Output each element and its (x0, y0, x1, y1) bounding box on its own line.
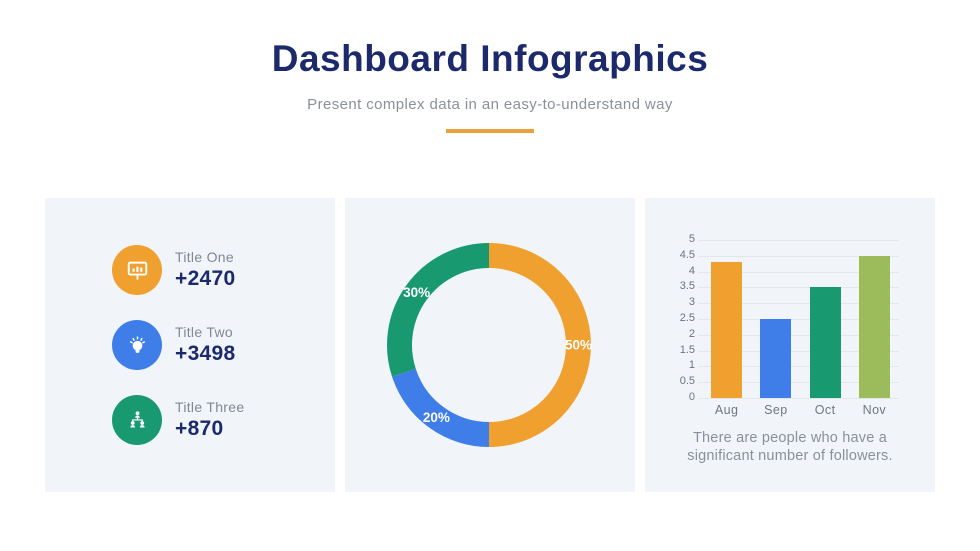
stat-label: Title Two (175, 324, 233, 340)
y-axis-tick-label: 3 (688, 296, 695, 309)
gridline (698, 366, 899, 368)
x-axis-label-oct: Oct (814, 403, 836, 417)
gridline (698, 271, 899, 273)
donut-chart-panel: 50% 20% 30% (345, 198, 635, 492)
gridline (698, 398, 899, 399)
gridline (698, 382, 899, 384)
org-chart-icon (112, 395, 162, 445)
donut-segment-label: 20% (423, 410, 450, 425)
y-axis-tick-label: 5 (688, 233, 695, 245)
donut-segment-20% (392, 368, 490, 447)
stat-value: +3498 (175, 342, 236, 365)
bar-chart-plot (698, 240, 899, 399)
bar-oct (809, 287, 841, 398)
gridline (698, 255, 899, 257)
stat-value: +2470 (175, 267, 236, 290)
y-axis-tick-label: 1.5 (679, 343, 695, 356)
lightbulb-icon (112, 320, 162, 370)
y-axis-tick-label: 2 (688, 327, 695, 340)
bar-chart-bars (702, 240, 899, 398)
bar-chart-caption: There are people who have a significant … (687, 430, 893, 465)
presentation-chart-icon (112, 245, 162, 295)
bar-slot (702, 240, 751, 398)
gridline (698, 303, 899, 305)
bar-chart-y-axis: 0 0.5 1 1.5 2 2.5 3 3.5 4 4.5 5 (645, 198, 935, 492)
stat-label: Title One (175, 249, 234, 265)
donut-segment-label: 50% (565, 338, 592, 353)
x-axis-label-sep: Sep (764, 403, 788, 417)
title-divider (446, 129, 534, 133)
donut-segment-50% (488, 243, 591, 447)
donut-segment-label: 30% (403, 285, 430, 300)
bar-slot (751, 240, 800, 398)
gridline (698, 287, 899, 289)
bar-chart-x-axis: Aug Sep Oct Nov (702, 403, 899, 417)
stat-text: Title Three +870 (175, 399, 244, 441)
bar-slot (850, 240, 899, 398)
y-axis-tick-label: 0.5 (679, 375, 695, 388)
gridline (698, 334, 899, 336)
x-axis-label-nov: Nov (862, 403, 887, 417)
bar-nov (858, 255, 890, 398)
bar-sep (760, 319, 792, 398)
stat-text: Title Two +3498 (175, 324, 235, 366)
y-axis-tick-label: 1 (688, 359, 695, 372)
bar-chart-panel: 0 0.5 1 1.5 2 2.5 3 3.5 4 4.5 5 Aug Sep Oct Nov There… (645, 198, 935, 492)
y-axis-tick-label: 4 (688, 264, 695, 277)
stat-item-2: Title Two +3498 (112, 320, 235, 370)
bar-slot (801, 240, 850, 398)
gridline (698, 319, 899, 320)
stat-value: +870 (175, 417, 224, 440)
stat-item-3: Title Three +870 (112, 395, 244, 445)
y-axis-tick-label: 3.5 (679, 280, 695, 293)
page-subtitle: Present complex data in an easy-to-under… (307, 96, 673, 113)
y-axis-tick-label: 0 (688, 391, 695, 403)
gridline (698, 240, 899, 241)
bar-chart-gridlines (698, 240, 899, 399)
stats-panel: Title One +2470 Title Two +3498 Title Three +… (45, 198, 335, 492)
y-axis-tick-label: 2.5 (679, 312, 695, 324)
donut-segment-30% (387, 243, 490, 377)
panels-row: Title One +2470 Title Two +3498 Title Three +… (45, 198, 935, 492)
donut-chart: 50% 20% 30% (387, 243, 592, 447)
y-axis-tick-label: 4.5 (679, 248, 695, 261)
gridline (698, 350, 899, 352)
stat-label: Title Three (175, 399, 245, 415)
x-axis-label-aug: Aug (714, 403, 739, 417)
stat-text: Title One +2470 (175, 249, 235, 291)
bar-aug (711, 262, 743, 398)
stat-item-1: Title One +2470 (112, 245, 235, 295)
page-title: Dashboard Infographics (271, 38, 709, 79)
